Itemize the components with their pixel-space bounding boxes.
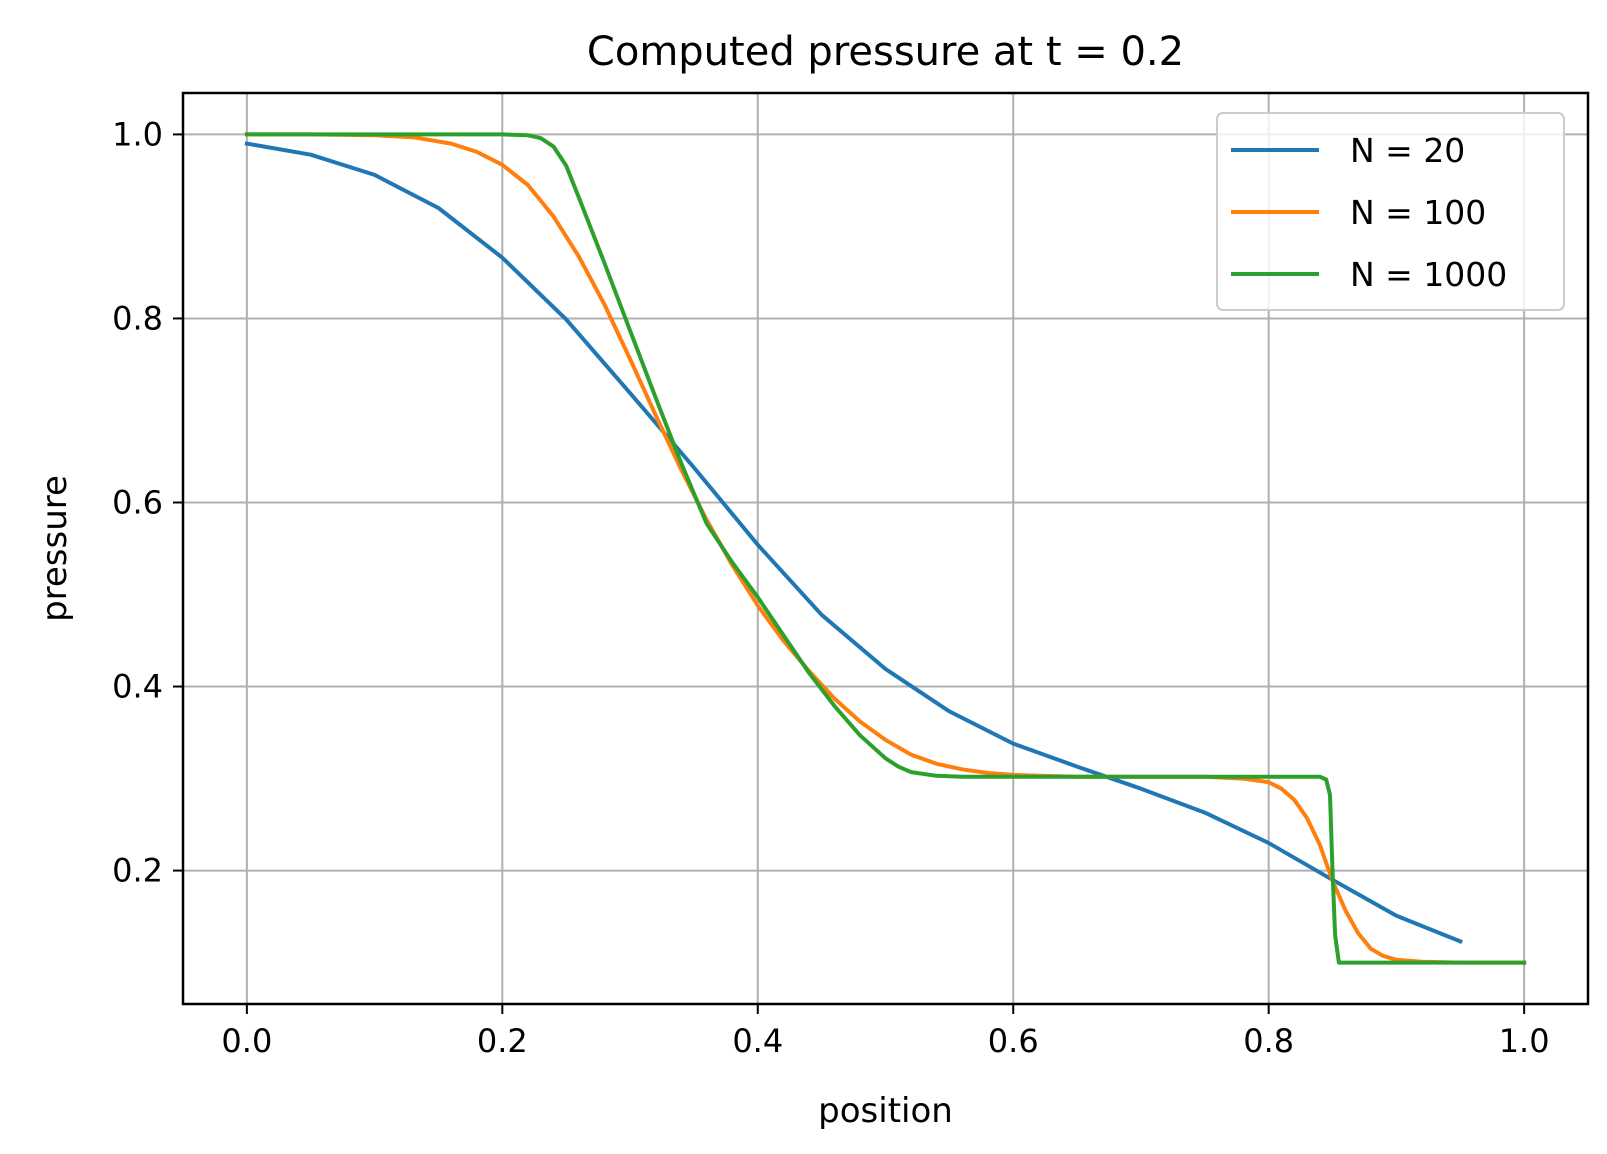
legend-label-2: N = 100 bbox=[1350, 193, 1486, 232]
x-tick-label: 0.0 bbox=[221, 1022, 272, 1060]
y-tick-label: 0.6 bbox=[112, 483, 163, 521]
x-tick-label: 1.0 bbox=[1499, 1022, 1550, 1060]
x-tick-label: 0.6 bbox=[988, 1022, 1039, 1060]
legend-label-3: N = 1000 bbox=[1350, 255, 1507, 294]
series-layer bbox=[244, 132, 1527, 965]
x-tick-label: 0.2 bbox=[477, 1022, 528, 1060]
series-line-1 bbox=[244, 141, 1463, 945]
x-axis-label: position bbox=[818, 1091, 953, 1131]
legend: N = 20 N = 100 N = 1000 bbox=[1216, 112, 1565, 311]
series-line-3 bbox=[244, 132, 1527, 965]
tick-layer: 0.0 0.2 0.4 0.6 0.8 1.0 0.2 0.4 0.6 0.8 1.0 bbox=[112, 115, 1549, 1060]
y-tick-label: 1.0 bbox=[112, 115, 163, 153]
x-tick-label: 0.8 bbox=[1243, 1022, 1294, 1060]
plot-frame bbox=[181, 91, 1590, 1006]
y-tick-label: 0.8 bbox=[112, 299, 163, 337]
x-tick-label: 0.4 bbox=[732, 1022, 783, 1060]
legend-box bbox=[1216, 112, 1565, 311]
legend-label-1: N = 20 bbox=[1350, 131, 1465, 170]
y-tick-label: 0.2 bbox=[112, 852, 163, 890]
y-tick-label: 0.4 bbox=[112, 668, 163, 706]
y-axis-label: pressure bbox=[35, 475, 75, 622]
series-line-2 bbox=[244, 132, 1527, 965]
chart-title: Computed pressure at t = 0.2 bbox=[587, 29, 1184, 75]
